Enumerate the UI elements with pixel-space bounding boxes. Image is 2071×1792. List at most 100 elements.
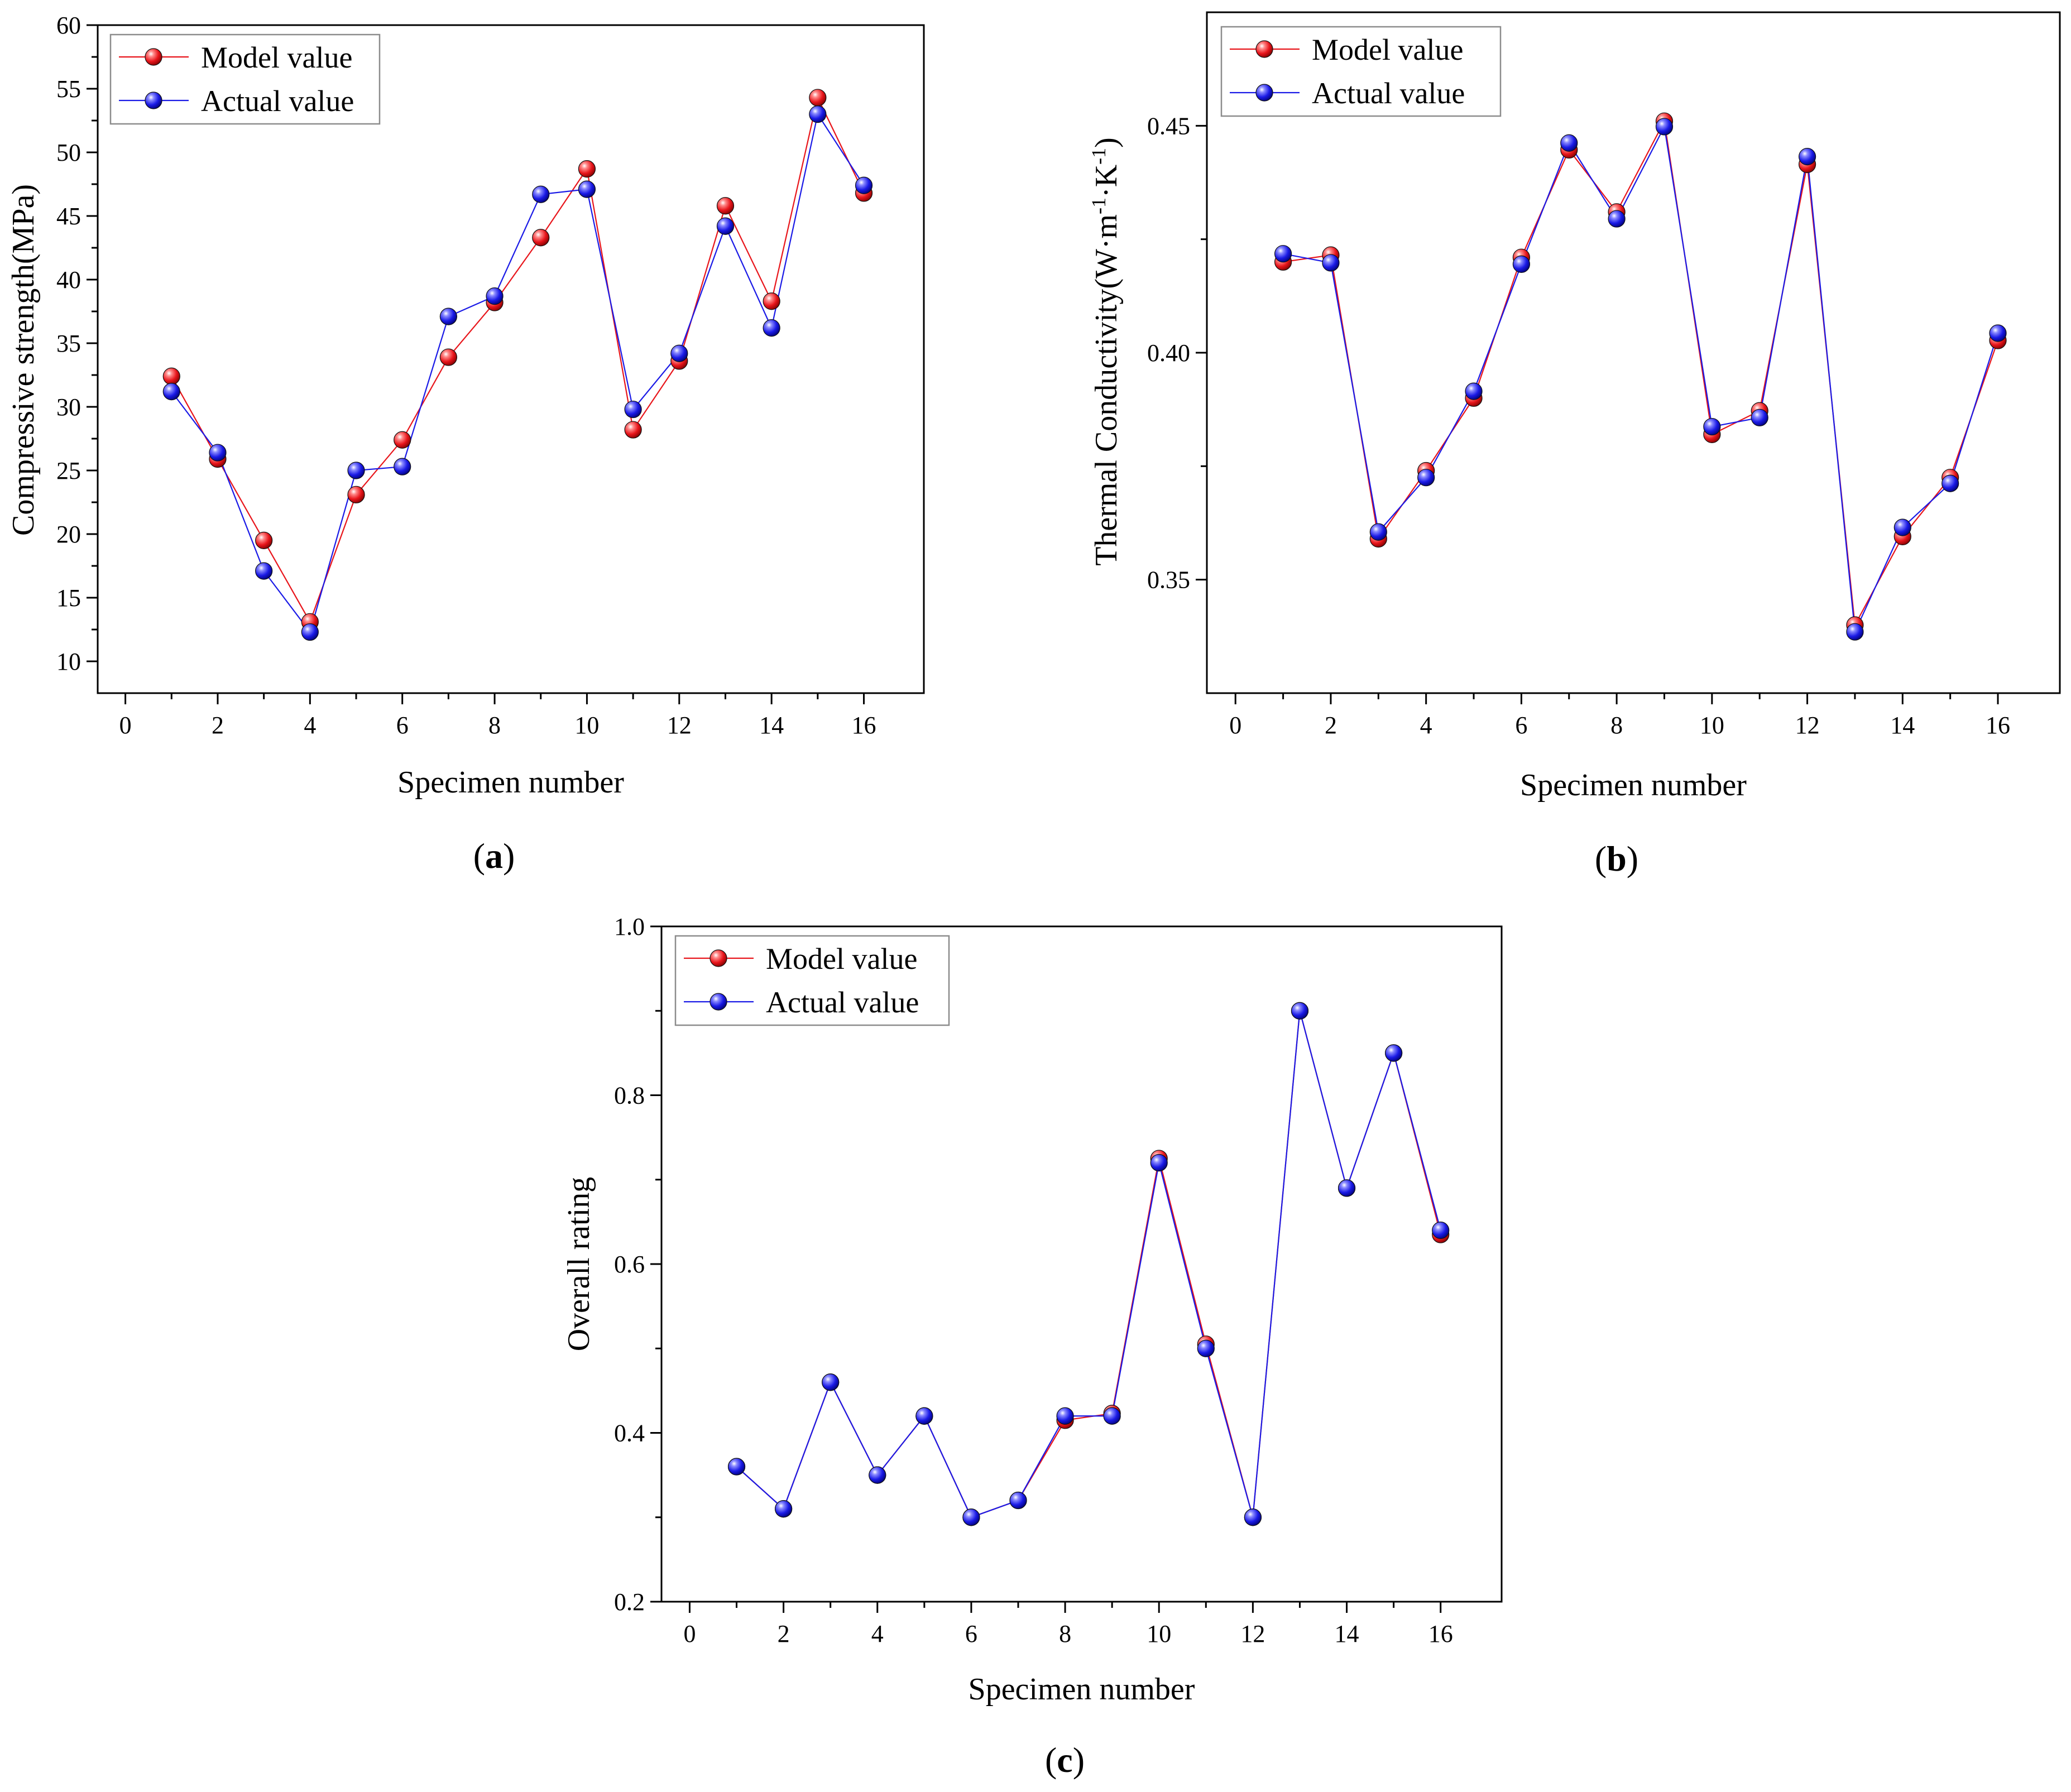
y-tick-label: 0.45: [1147, 112, 1190, 140]
y-tick-label: 0.6: [614, 1251, 645, 1278]
y-axis-label: Overall rating: [562, 1177, 596, 1352]
x-axis-label: Specimen number: [969, 1672, 1195, 1707]
data-point-actual: [1009, 1491, 1027, 1510]
series-line-actual: [736, 1010, 1441, 1519]
x-tick-label: 6: [1515, 712, 1527, 739]
x-tick-label: 12: [1240, 1620, 1265, 1647]
data-point-actual: [869, 1466, 886, 1484]
data-point-actual: [209, 444, 227, 462]
data-point-actual: [1337, 1179, 1356, 1197]
data-point-actual: [763, 319, 780, 337]
panel-label-paren: (: [473, 836, 485, 876]
x-tick-label: 0: [1229, 712, 1241, 739]
legend-marker-actual: [709, 993, 727, 1011]
data-point-actual: [1432, 1221, 1450, 1239]
data-point-actual: [822, 1373, 840, 1391]
data-point-model: [439, 348, 457, 366]
x-tick-label: 2: [778, 1620, 790, 1647]
data-point-actual: [1512, 255, 1530, 273]
data-point-actual: [301, 623, 319, 641]
data-point-actual: [1244, 1508, 1262, 1526]
data-point-actual: [1274, 245, 1292, 263]
data-point-actual: [1385, 1044, 1403, 1062]
x-tick-label: 0: [683, 1620, 696, 1647]
y-axis-label-superscript: -1: [1087, 198, 1110, 214]
data-point-actual: [1608, 210, 1626, 228]
x-tick-label: 6: [396, 712, 409, 739]
data-point-actual: [1103, 1407, 1121, 1425]
data-point-actual: [809, 105, 827, 123]
data-point-actual: [486, 287, 504, 305]
legend-label: Actual value: [766, 986, 919, 1019]
x-tick-label: 4: [871, 1620, 884, 1647]
data-point-model: [763, 292, 780, 310]
x-tick-label: 6: [965, 1620, 977, 1647]
y-tick-label: 10: [56, 648, 81, 675]
x-tick-label: 14: [1890, 712, 1915, 739]
y-tick-label: 0.2: [614, 1588, 645, 1616]
data-point-actual: [1798, 148, 1816, 166]
y-axis-label-part: ): [1089, 137, 1124, 148]
data-point-model: [532, 229, 550, 247]
data-point-actual: [1751, 409, 1768, 426]
y-tick-label: 40: [56, 266, 81, 294]
panel-label-paren: (: [1595, 839, 1607, 878]
data-point-actual: [915, 1407, 933, 1425]
y-tick-label: 30: [56, 393, 81, 421]
series-line-model: [736, 1010, 1441, 1519]
panel-label-letter: b: [1607, 839, 1627, 878]
series-line-actual: [171, 112, 865, 633]
data-point-actual: [855, 176, 873, 194]
y-axis-label-superscript: -1: [1087, 148, 1110, 165]
y-tick-label: 60: [56, 12, 81, 39]
data-point-actual: [1056, 1407, 1074, 1425]
data-point-actual: [1846, 623, 1864, 641]
data-point-actual: [1322, 254, 1340, 272]
data-point-actual: [1893, 518, 1911, 536]
data-point-actual: [775, 1500, 793, 1518]
x-tick-label: 12: [667, 712, 692, 739]
data-point-actual: [1291, 1002, 1309, 1020]
panel-label: (a): [473, 836, 515, 876]
x-tick-label: 14: [759, 712, 784, 739]
x-tick-label: 16: [1986, 712, 2010, 739]
data-point-actual: [578, 180, 596, 198]
series-line-model: [171, 95, 865, 623]
chart-c: 0 2 4 6 8 10 12 14 16 0.2 0.4 0.6 0.8 1.0 Specimen num…: [562, 913, 1503, 1780]
x-axis-label: Specimen number: [1520, 768, 1747, 803]
y-axis-label: Thermal Conductivity(W·m-1·K-1): [1087, 137, 1124, 566]
panel-label-paren: (: [1045, 1740, 1057, 1780]
y-tick-label: 15: [56, 584, 81, 612]
x-tick-label: 0: [119, 712, 132, 739]
panel-label: (c): [1045, 1740, 1085, 1780]
panel-label-letter: a: [485, 836, 503, 876]
chart-a: 0 2 4 6 8 10 12 14 16 10 15 20 25 30 35 40 45 50 55 60 Speci…: [6, 12, 925, 876]
data-point-actual: [1150, 1154, 1168, 1172]
data-point-actual: [532, 185, 550, 203]
legend-label: Model value: [766, 942, 917, 976]
x-tick-label: 4: [1420, 712, 1432, 739]
data-point-model: [716, 197, 735, 215]
data-point-actual: [727, 1458, 746, 1476]
x-tick-label: 2: [212, 712, 224, 739]
plot-frame: [97, 24, 925, 694]
x-axis-label: Specimen number: [397, 765, 624, 800]
data-point-actual: [624, 400, 642, 419]
legend-marker-model: [145, 48, 162, 66]
x-tick-label: 16: [852, 712, 876, 739]
data-point-model: [578, 160, 596, 178]
data-point-actual: [1941, 474, 1959, 492]
y-tick-label: 25: [56, 457, 81, 484]
data-point-actual: [439, 308, 457, 325]
data-point-actual: [962, 1508, 980, 1526]
x-tick-label: 2: [1325, 712, 1337, 739]
data-point-model: [624, 421, 642, 439]
y-tick-label: 20: [56, 521, 81, 548]
data-point-model: [394, 431, 411, 449]
legend-label: Model value: [1312, 33, 1463, 66]
legend-label: Actual value: [1312, 76, 1465, 110]
y-tick-label: 0.4: [614, 1420, 645, 1447]
panel-label-paren: ): [503, 836, 515, 876]
panel-label-letter: c: [1057, 1740, 1072, 1780]
